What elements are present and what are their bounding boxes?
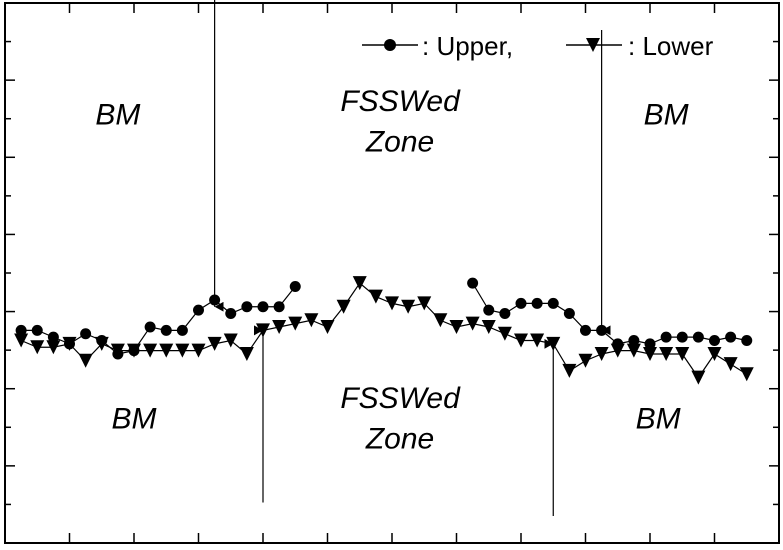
series-upper-point bbox=[692, 331, 704, 343]
series-upper-point bbox=[193, 304, 204, 316]
series-lower-point bbox=[417, 296, 432, 311]
series-lower-point bbox=[465, 316, 480, 331]
series-upper-point bbox=[241, 301, 253, 313]
legend-upper-label: : Upper, bbox=[422, 31, 513, 61]
series-lines bbox=[20, 282, 748, 379]
series-upper-point bbox=[531, 297, 543, 309]
series-upper-point bbox=[515, 297, 527, 309]
series-lower-point bbox=[288, 316, 303, 331]
series-upper-point bbox=[80, 328, 92, 340]
series-lower-point bbox=[578, 353, 593, 368]
series-upper-point bbox=[483, 304, 495, 316]
region-label: BM bbox=[95, 99, 140, 132]
series-lower-point bbox=[94, 336, 109, 351]
series-lower-point bbox=[320, 320, 335, 334]
series-upper-point bbox=[225, 308, 237, 319]
series-lower-point bbox=[401, 299, 416, 314]
legend-lower-marker bbox=[586, 38, 600, 52]
series-lower-line bbox=[20, 282, 748, 379]
series-lower-point bbox=[207, 336, 222, 351]
series-lower-point bbox=[562, 363, 577, 378]
series-upper-point bbox=[273, 301, 285, 313]
series-upper-point bbox=[160, 324, 172, 336]
series-upper-point bbox=[563, 308, 575, 319]
series-lower-point bbox=[239, 347, 254, 361]
series-upper-point bbox=[499, 308, 511, 319]
region-label: Zone bbox=[365, 126, 434, 159]
series-lower-point bbox=[368, 289, 383, 304]
series-lower-point bbox=[175, 343, 190, 358]
series-upper-line bbox=[472, 282, 747, 345]
series-lower-point bbox=[433, 313, 448, 328]
series-upper-point bbox=[209, 294, 221, 306]
series-upper-point bbox=[31, 324, 43, 336]
series-lower-point bbox=[385, 296, 399, 311]
series-upper-point bbox=[547, 297, 559, 309]
series-lower-point bbox=[336, 299, 351, 314]
series-lower-point bbox=[594, 347, 609, 361]
series-lower-point bbox=[256, 323, 270, 338]
series-lower-point bbox=[191, 343, 206, 358]
series-upper-point bbox=[144, 321, 156, 333]
series-upper-point bbox=[467, 277, 479, 289]
series-upper-point bbox=[628, 335, 640, 346]
region-label: FSSWed bbox=[340, 85, 461, 118]
region-label: Zone bbox=[365, 423, 434, 456]
series-upper-point bbox=[289, 281, 301, 292]
series-lower-point bbox=[159, 343, 174, 358]
axis-ticks bbox=[5, 3, 779, 543]
series-lower-point bbox=[546, 336, 561, 351]
series-lower-point bbox=[304, 313, 319, 328]
region-label: FSSWed bbox=[340, 382, 461, 415]
series-lower-point bbox=[514, 333, 528, 348]
series-lower-point bbox=[497, 326, 512, 341]
legend: : Upper, : Lower bbox=[362, 31, 714, 61]
series-upper-point bbox=[644, 338, 656, 350]
series-lower-point bbox=[530, 333, 545, 348]
series-lower-point bbox=[143, 343, 158, 358]
series-lower-point bbox=[14, 333, 29, 348]
region-label: BM bbox=[112, 402, 157, 435]
series-lower-point bbox=[481, 320, 496, 334]
series-upper-point bbox=[660, 331, 672, 343]
series-lower-point bbox=[610, 343, 625, 358]
series-lower-point bbox=[127, 343, 141, 358]
region-label: BM bbox=[644, 99, 689, 132]
legend-lower-label: : Lower bbox=[628, 31, 714, 61]
series-upper-point bbox=[709, 335, 720, 346]
series-markers bbox=[14, 276, 754, 385]
region-labels: BM FSSWed Zone BM BM FSSWed Zone BM bbox=[95, 85, 688, 456]
series-lower-point bbox=[78, 353, 93, 368]
series-lower-point bbox=[46, 340, 61, 355]
series-lower-point bbox=[62, 336, 77, 351]
series-lower-point bbox=[691, 370, 706, 385]
series-upper-point bbox=[580, 324, 591, 336]
series-upper-point bbox=[176, 324, 188, 336]
series-upper-point bbox=[676, 331, 688, 343]
series-upper-point bbox=[596, 324, 608, 336]
series-lower-point bbox=[30, 340, 45, 355]
series-upper-point bbox=[741, 335, 753, 346]
series-lower-point bbox=[675, 347, 690, 361]
series-lower-point bbox=[643, 347, 657, 361]
series-lower-point bbox=[272, 320, 287, 334]
series-upper-point bbox=[725, 331, 737, 343]
series-lower-point bbox=[707, 347, 722, 361]
series-lower-point bbox=[352, 276, 367, 291]
series-lower-point bbox=[659, 347, 674, 361]
series-upper-point bbox=[15, 324, 27, 336]
series-lower-point bbox=[223, 333, 238, 348]
legend-upper-marker bbox=[384, 39, 396, 51]
series-lower-point bbox=[110, 343, 125, 358]
series-lower-point bbox=[449, 320, 464, 334]
plot-frame bbox=[4, 2, 780, 544]
annotation-arrows bbox=[214, 0, 611, 516]
region-label: BM bbox=[636, 402, 681, 435]
series-upper-point bbox=[257, 301, 269, 313]
series-lower-point bbox=[739, 367, 754, 382]
series-upper-point bbox=[47, 331, 59, 343]
series-lower-point bbox=[723, 357, 738, 372]
series-lower-point bbox=[626, 343, 641, 358]
